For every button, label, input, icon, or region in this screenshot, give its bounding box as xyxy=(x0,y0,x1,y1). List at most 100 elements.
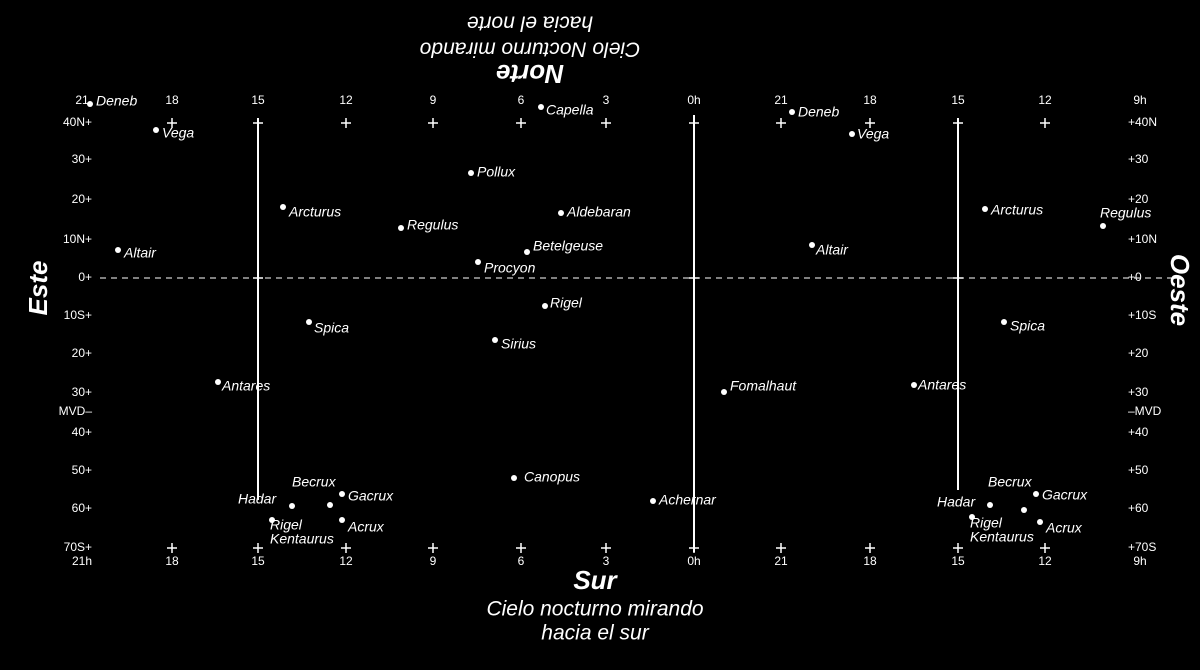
north-header: Norte Cielo Nocturno mirando hacia el no… xyxy=(419,11,640,89)
star-label: Vega xyxy=(857,126,889,142)
star-label: Regulus xyxy=(407,217,458,233)
east-label: Este xyxy=(23,261,53,316)
hour-label: 9 xyxy=(430,554,437,568)
dec-label: +70S xyxy=(1128,540,1156,554)
star-label: Altair xyxy=(815,242,849,258)
hour-label: 15 xyxy=(251,554,265,568)
star xyxy=(475,259,481,265)
dec-label: –MVD xyxy=(1128,404,1162,418)
dec-label: 40N+ xyxy=(63,115,92,129)
south-line: Cielo nocturno mirando xyxy=(486,598,703,621)
star-label: Fomalhaut xyxy=(730,378,797,394)
hour-label: 21 xyxy=(774,554,788,568)
hour-label: 18 xyxy=(165,554,179,568)
dec-label: +20 xyxy=(1128,346,1149,360)
star xyxy=(849,131,855,137)
dec-label: +30 xyxy=(1128,152,1149,166)
star xyxy=(538,104,544,110)
star xyxy=(721,389,727,395)
star xyxy=(1021,507,1027,513)
dec-label: +20 xyxy=(1128,192,1149,206)
star xyxy=(650,498,656,504)
dec-label: +10N xyxy=(1128,232,1157,246)
star xyxy=(115,247,121,253)
star-label: Gacrux xyxy=(348,488,394,504)
hour-label: 12 xyxy=(339,93,353,107)
star-label: Hadar xyxy=(238,491,277,507)
hour-label: 12 xyxy=(1038,93,1052,107)
star-label: Spica xyxy=(314,320,349,336)
hour-label: 6 xyxy=(518,554,525,568)
north-line: hacia el norte xyxy=(467,11,593,34)
star-label: Becrux xyxy=(292,474,337,490)
south-line: hacia el sur xyxy=(541,622,649,645)
star xyxy=(911,382,917,388)
star-label: Procyon xyxy=(484,260,536,276)
star-label: Arcturus xyxy=(288,204,341,220)
star-label: Antares xyxy=(221,378,270,394)
hour-label: 15 xyxy=(951,93,965,107)
star xyxy=(982,206,988,212)
star xyxy=(789,109,795,115)
star-label: Vega xyxy=(162,125,194,141)
star xyxy=(468,170,474,176)
dec-label: 50+ xyxy=(72,463,92,477)
star-label: Rigel xyxy=(270,517,303,533)
dec-label: 70S+ xyxy=(64,540,92,554)
star-label: Sirius xyxy=(501,336,536,352)
star xyxy=(327,502,333,508)
star xyxy=(215,379,221,385)
star-label: Gacrux xyxy=(1042,487,1088,503)
hour-label: 21 xyxy=(774,93,788,107)
dec-label: 30+ xyxy=(72,385,92,399)
dec-label: +50 xyxy=(1128,463,1149,477)
star xyxy=(492,337,498,343)
hour-label: 21 xyxy=(75,93,89,107)
dec-label: 10S+ xyxy=(64,308,92,322)
hour-label: 15 xyxy=(951,554,965,568)
star xyxy=(809,242,815,248)
star-label: Acrux xyxy=(1045,520,1083,536)
star xyxy=(280,204,286,210)
west-label: Oeste xyxy=(1165,254,1195,326)
star xyxy=(398,225,404,231)
star-label: Rigel xyxy=(970,515,1003,531)
dec-label: +40 xyxy=(1128,425,1149,439)
star xyxy=(269,517,275,523)
star xyxy=(542,303,548,309)
star-label: Aldebaran xyxy=(566,204,631,220)
star-label: Deneb xyxy=(96,93,137,109)
star xyxy=(524,249,530,255)
hour-label: 6 xyxy=(518,93,525,107)
hour-label: 9h xyxy=(1133,554,1146,568)
dec-label: 30+ xyxy=(72,152,92,166)
star-label: Deneb xyxy=(798,104,839,120)
star xyxy=(1100,223,1106,229)
dec-label: 10N+ xyxy=(63,232,92,246)
star-label: Hadar xyxy=(937,494,976,510)
dec-label: +60 xyxy=(1128,501,1149,515)
dec-label: 60+ xyxy=(72,501,92,515)
star-label: Acrux xyxy=(347,519,385,535)
hour-label: 9h xyxy=(1133,93,1146,107)
dec-label: 20+ xyxy=(72,192,92,206)
hour-label: 15 xyxy=(251,93,265,107)
star-label: Altair xyxy=(123,245,157,261)
hour-label: 3 xyxy=(603,554,610,568)
dec-label: +0 xyxy=(1128,270,1142,284)
hour-label: 12 xyxy=(1038,554,1052,568)
star-label: Achernar xyxy=(658,492,717,508)
star xyxy=(511,475,517,481)
star-label: Capella xyxy=(546,102,594,118)
star-label: Antares xyxy=(917,377,966,393)
dec-label: 0+ xyxy=(78,270,92,284)
star xyxy=(1001,319,1007,325)
star-label: Arcturus xyxy=(990,202,1043,218)
star xyxy=(87,101,93,107)
star xyxy=(306,319,312,325)
star-label: Kentaurus xyxy=(270,531,334,547)
star xyxy=(1033,491,1039,497)
star xyxy=(289,503,295,509)
